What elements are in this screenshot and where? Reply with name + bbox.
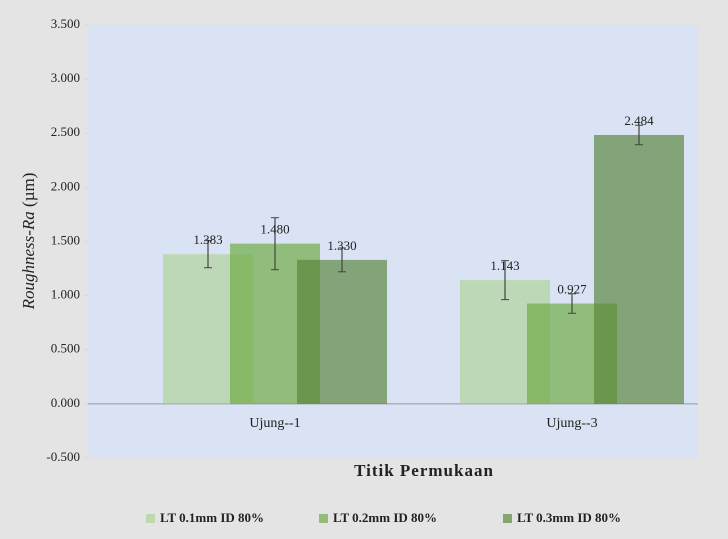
bar <box>594 134 684 404</box>
legend-label: LT 0.2mm ID 80% <box>333 510 437 525</box>
x-tick-label: Ujung--3 <box>546 416 597 431</box>
legend-label: LT 0.3mm ID 80% <box>517 510 621 525</box>
bar <box>297 259 387 404</box>
data-label: 1.383 <box>193 232 222 247</box>
y-tick-label: 2.500 <box>51 124 80 139</box>
y-tick-label: -0.500 <box>46 449 80 464</box>
x-axis-title: Titik Permukaan <box>354 461 494 480</box>
y-tick-label: 0.500 <box>51 341 80 356</box>
y-tick-label: 3.500 <box>51 16 80 31</box>
legend-swatch <box>146 514 155 523</box>
x-tick-label: Ujung--1 <box>249 416 300 431</box>
legend-swatch <box>319 514 328 523</box>
data-label: 0.927 <box>557 282 587 297</box>
data-label: 1.330 <box>327 238 356 253</box>
y-tick-label: 1.000 <box>51 287 80 302</box>
y-axis-title-part: Roughness-Ra <box>19 211 38 310</box>
data-label: 1.480 <box>260 222 289 237</box>
legend-swatch <box>503 514 512 523</box>
data-label: 2.484 <box>624 113 654 128</box>
y-axis-title: Roughness-Ra (µm) <box>19 173 38 311</box>
y-tick-label: 3.000 <box>51 70 80 85</box>
y-axis-title-part: (µm) <box>19 173 38 207</box>
y-tick-label: 2.000 <box>51 178 80 193</box>
y-tick-label: 0.000 <box>51 395 80 410</box>
data-label: 1.143 <box>490 258 519 273</box>
y-tick-label: 1.500 <box>51 232 80 247</box>
legend-label: LT 0.1mm ID 80% <box>160 510 264 525</box>
